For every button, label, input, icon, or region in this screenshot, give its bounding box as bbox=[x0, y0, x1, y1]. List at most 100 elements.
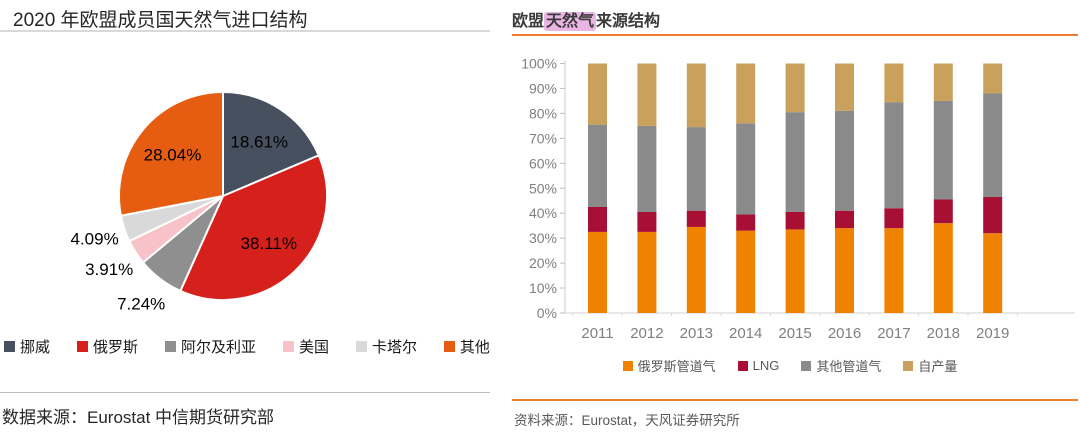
bar-legend-item-1: LNG bbox=[737, 358, 780, 373]
x-category-label: 2016 bbox=[828, 325, 861, 342]
pie-chart-title: 2020 年欧盟成员国天然气进口结构 bbox=[13, 10, 308, 31]
pie-data-label-0: 18.61% bbox=[230, 132, 288, 151]
bar-segment-2013-1 bbox=[686, 210, 706, 227]
bar-segment-2015-1 bbox=[785, 211, 805, 230]
y-tick-label: 90% bbox=[529, 80, 557, 96]
title-accent-line bbox=[512, 34, 1078, 36]
pie-legend-swatch-1 bbox=[76, 341, 88, 352]
pie-legend-swatch-3 bbox=[282, 341, 294, 352]
bar-segment-2011-1 bbox=[588, 206, 607, 232]
pie-data-label-1: 38.11% bbox=[241, 234, 297, 253]
bar-legend-swatch-2 bbox=[801, 360, 812, 371]
bar-chart-title: 欧盟 天然气 来源结构 bbox=[512, 7, 660, 31]
bar-segment-2013-2 bbox=[686, 127, 706, 211]
bar-segment-2018-1 bbox=[933, 199, 953, 224]
x-category-label: 2012 bbox=[630, 325, 663, 342]
pie-legend-label-0: 挪威 bbox=[20, 339, 51, 356]
source-divider-line bbox=[0, 392, 490, 393]
bar-title-suffix: 来源结构 bbox=[596, 13, 661, 30]
pie-legend-swatch-2 bbox=[164, 341, 176, 352]
y-tick-label: 30% bbox=[529, 230, 557, 246]
pie-slice-5 bbox=[118, 91, 224, 217]
pie-legend-label-1: 俄罗斯 bbox=[92, 339, 138, 356]
bar-segment-2019-1 bbox=[983, 196, 1003, 234]
x-category-label: 2019 bbox=[976, 325, 1009, 342]
bar-segment-2015-3 bbox=[785, 63, 805, 113]
pie-legend-label-2: 阿尔及利亚 bbox=[180, 339, 256, 356]
bar-legend-swatch-3 bbox=[903, 360, 914, 371]
bar-title-highlighted-text: 天然气 bbox=[544, 12, 597, 31]
pie-legend-item-0: 挪威 bbox=[4, 336, 50, 357]
bar-segment-2017-2 bbox=[884, 102, 904, 209]
x-category-label: 2018 bbox=[927, 325, 960, 342]
pie-legend-label-4: 卡塔尔 bbox=[371, 339, 417, 356]
bar-segment-2018-0 bbox=[933, 223, 953, 313]
bar-legend-label-3: 自产量 bbox=[918, 359, 958, 374]
pie-legend: 挪威 俄罗斯 阿尔及利亚 美国 卡塔尔 其他 bbox=[4, 336, 490, 357]
bar-segment-2012-2 bbox=[637, 125, 657, 212]
bar-segment-2011-2 bbox=[588, 124, 607, 207]
x-category-label: 2013 bbox=[680, 325, 713, 342]
bar-segment-2019-2 bbox=[983, 93, 1003, 197]
y-tick-label: 0% bbox=[537, 305, 557, 321]
pie-legend-swatch-0 bbox=[4, 341, 15, 352]
pie-data-label-2: 7.24% bbox=[117, 295, 165, 314]
pie-slice-1 bbox=[179, 154, 329, 301]
bar-legend-item-3: 自产量 bbox=[903, 356, 957, 375]
bar-title-prefix: 欧盟 bbox=[512, 13, 545, 30]
pie-slice-0 bbox=[222, 91, 320, 197]
bar-segment-2013-0 bbox=[686, 226, 706, 313]
bar-segment-2015-0 bbox=[785, 229, 805, 313]
bar-legend-label-1: LNG bbox=[752, 358, 780, 373]
y-tick-label: 10% bbox=[529, 280, 557, 296]
pie-data-label-4: 4.09% bbox=[70, 230, 118, 249]
bar-segment-2014-2 bbox=[736, 123, 756, 215]
bar-segment-2016-2 bbox=[835, 110, 854, 211]
y-tick-label: 100% bbox=[521, 56, 557, 72]
bar-legend-item-2: 其他管道气 bbox=[801, 356, 881, 375]
bar-segment-2012-0 bbox=[637, 231, 657, 313]
pie-data-label-3: 3.91% bbox=[85, 260, 133, 279]
bar-segment-2016-1 bbox=[835, 210, 854, 229]
source-accent-line bbox=[512, 399, 1078, 401]
bar-segment-2014-1 bbox=[736, 214, 756, 231]
pie-data-label-5: 28.04% bbox=[144, 145, 202, 164]
bar-segment-2014-3 bbox=[736, 63, 756, 124]
pie-legend-label-5: 其他 bbox=[459, 339, 490, 356]
pie-legend-swatch-5 bbox=[443, 341, 455, 352]
bar-segment-2013-3 bbox=[686, 63, 706, 128]
bar-segment-2017-0 bbox=[884, 228, 904, 313]
bar-legend-swatch-0 bbox=[622, 360, 633, 371]
pie-legend-item-4: 卡塔尔 bbox=[355, 336, 417, 357]
pie-legend-item-2: 阿尔及利亚 bbox=[164, 336, 256, 357]
bar-segment-2016-0 bbox=[835, 228, 854, 313]
x-category-label: 2015 bbox=[778, 325, 811, 342]
y-tick-label: 20% bbox=[529, 255, 557, 271]
stacked-bar-chart: 0% 10% 20% 30% 40% 50% 60% 70% 80% 90% 100% 2011 201… bbox=[521, 56, 1075, 342]
bar-segment-2016-3 bbox=[835, 63, 854, 111]
bar-segment-2012-3 bbox=[637, 63, 657, 126]
bar-legend-swatch-1 bbox=[737, 360, 748, 371]
bar-segment-2018-2 bbox=[933, 100, 953, 200]
pie-legend-item-1: 俄罗斯 bbox=[76, 336, 138, 357]
bar-legend-label-0: 俄罗斯管道气 bbox=[637, 359, 716, 374]
bar-segment-2017-1 bbox=[884, 208, 904, 229]
bar-legend-label-2: 其他管道气 bbox=[816, 359, 882, 374]
x-category-label: 2014 bbox=[729, 325, 762, 342]
bar-segment-2018-3 bbox=[933, 63, 953, 101]
pie-legend-label-3: 美国 bbox=[298, 339, 329, 356]
pie-source-text: 数据来源：Eurostat 中信期货研究部 bbox=[2, 408, 275, 427]
pie-chart: 18.61% 38.11% 7.24% 3.91% 4.09% 28.04% bbox=[70, 91, 329, 314]
y-tick-label: 70% bbox=[529, 130, 557, 146]
pie-chart-panel: 2020 年欧盟成员国天然气进口结构 18.61% 38.11% 7.24% 3.91… bbox=[0, 0, 492, 444]
y-tick-label: 40% bbox=[529, 205, 557, 221]
bar-segment-2019-0 bbox=[983, 233, 1003, 313]
bar-segment-2015-2 bbox=[785, 112, 805, 212]
bar-legend: 俄罗斯管道气 LNG 其他管道气 自产量 bbox=[500, 356, 1080, 375]
pie-legend-item-3: 美国 bbox=[282, 336, 329, 357]
y-tick-label: 50% bbox=[529, 180, 557, 196]
bar-legend-item-0: 俄罗斯管道气 bbox=[622, 356, 716, 375]
bar-segment-2019-3 bbox=[983, 63, 1003, 94]
bar-segment-2017-3 bbox=[884, 63, 904, 103]
bar-segment-2011-0 bbox=[588, 231, 607, 313]
